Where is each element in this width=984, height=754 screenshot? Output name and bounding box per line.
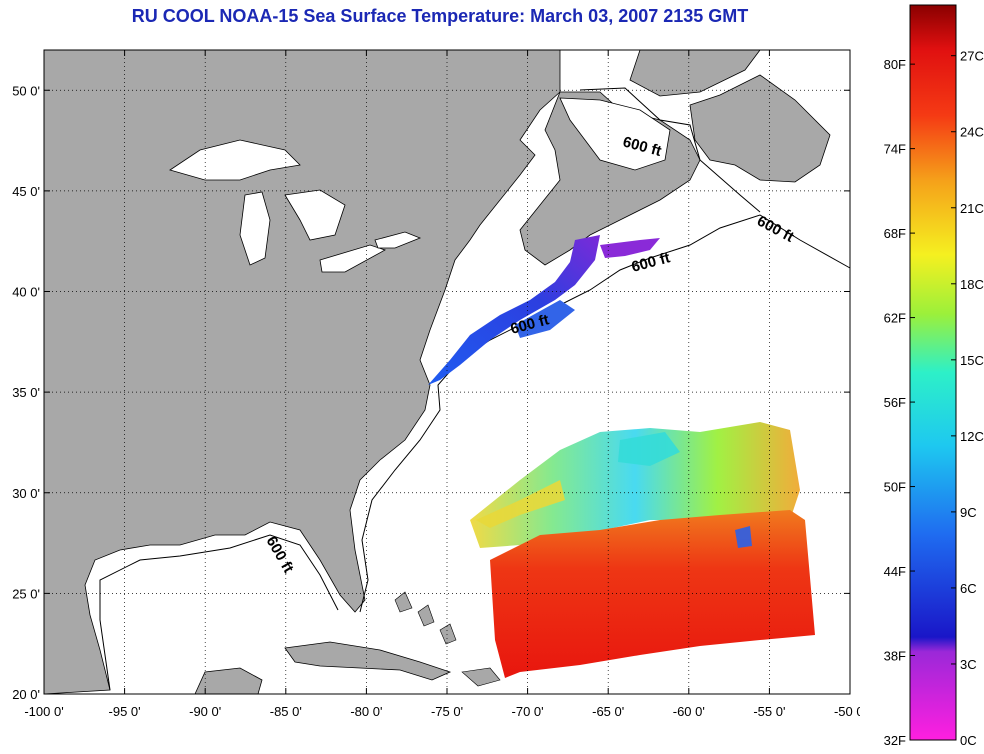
lon-tick-label: -50 0' bbox=[834, 704, 860, 719]
colorbar-c-label: 27C bbox=[960, 49, 984, 64]
sst-patch-yellow bbox=[476, 480, 565, 528]
contour-600ft-atlantic bbox=[359, 214, 851, 613]
colorbar-f-label: 62F bbox=[884, 311, 906, 326]
lat-tick-label: 45 0' bbox=[12, 184, 40, 199]
lon-tick-label: -90 0' bbox=[189, 704, 221, 719]
contour-600ft-north bbox=[579, 87, 761, 213]
colorbar-fahrenheit-labels: 80F 74F 68F 62F 56F 50F 44F 38F 32F bbox=[884, 57, 906, 748]
longitude-labels: -100 0' -95 0' -90 0' -85 0' -80 0' -75 0' -70… bbox=[24, 704, 860, 719]
tick-marks bbox=[43, 50, 851, 695]
lake-erie bbox=[319, 244, 386, 273]
colorbar-c-label: 12C bbox=[960, 429, 984, 444]
lat-tick-label: 25 0' bbox=[12, 586, 40, 601]
colorbar-f-label: 80F bbox=[884, 57, 906, 72]
lon-tick-label: -70 0' bbox=[512, 704, 544, 719]
lake-michigan bbox=[239, 191, 271, 266]
colorbar-c-label: 18C bbox=[960, 277, 984, 292]
lon-tick-label: -60 0' bbox=[673, 704, 705, 719]
sst-patch-cyan bbox=[618, 432, 680, 466]
lat-tick-label: 30 0' bbox=[12, 486, 40, 501]
grid-lines bbox=[44, 50, 850, 694]
lon-tick-label: -95 0' bbox=[109, 704, 141, 719]
land-newfoundland bbox=[689, 74, 831, 183]
colorbar: 80F 74F 68F 62F 56F 50F 44F 38F 32F 27C 24C 21C 18C… bbox=[884, 4, 984, 748]
lon-tick-label: -80 0' bbox=[350, 704, 382, 719]
lat-tick-label: 50 0' bbox=[12, 83, 40, 98]
colorbar-ticks bbox=[910, 55, 956, 741]
colorbar-c-label: 3C bbox=[960, 657, 977, 672]
colorbar-c-label: 15C bbox=[960, 353, 984, 368]
lat-tick-label: 40 0' bbox=[12, 285, 40, 300]
colorbar-celsius-labels: 27C 24C 21C 18C 15C 12C 9C 6C 3C 0C bbox=[960, 49, 984, 748]
sst-shelf-purple bbox=[600, 238, 660, 258]
colorbar-f-label: 50F bbox=[884, 480, 906, 495]
colorbar-f-label: 74F bbox=[884, 142, 906, 157]
lake-superior bbox=[169, 139, 301, 181]
colorbar-c-label: 24C bbox=[960, 125, 984, 140]
lat-tick-label: 20 0' bbox=[12, 687, 40, 702]
sst-shelf-blue2 bbox=[515, 300, 575, 338]
map-title: RU COOL NOAA-15 Sea Surface Temperature:… bbox=[131, 6, 749, 26]
contour-600ft-gulf bbox=[99, 534, 339, 691]
colorbar-f-label: 44F bbox=[884, 564, 906, 579]
colorbar-gradient bbox=[909, 4, 957, 741]
land-north-america bbox=[43, 49, 561, 695]
lon-tick-label: -85 0' bbox=[270, 704, 302, 719]
colorbar-f-label: 38F bbox=[884, 649, 906, 664]
colorbar-f-label: 56F bbox=[884, 395, 906, 410]
gulf-st-lawrence bbox=[559, 97, 671, 171]
colorbar-c-label: 21C bbox=[960, 201, 984, 216]
colorbar-f-label: 32F bbox=[884, 733, 906, 748]
land-cuba bbox=[284, 641, 452, 681]
sst-patch-blue bbox=[735, 526, 752, 548]
land-hispaniola bbox=[461, 667, 501, 687]
colorbar-f-label: 68F bbox=[884, 226, 906, 241]
lake-ontario bbox=[374, 231, 422, 249]
sst-swath-warm bbox=[490, 510, 815, 678]
colorbar-c-label: 6C bbox=[960, 581, 977, 596]
sst-shelf-cold bbox=[428, 235, 600, 385]
lon-tick-label: -75 0' bbox=[431, 704, 463, 719]
lat-tick-label: 35 0' bbox=[12, 385, 40, 400]
lon-tick-label: -55 0' bbox=[753, 704, 785, 719]
lon-tick-label: -65 0' bbox=[592, 704, 624, 719]
colorbar-c-label: 0C bbox=[960, 733, 977, 748]
lake-huron bbox=[284, 189, 346, 241]
lon-tick-label: -100 0' bbox=[24, 704, 63, 719]
sst-map: 600 ft 600 ft 600 ft 600 ft 600 ft -100 … bbox=[12, 49, 860, 719]
latitude-labels: 50 0' 45 0' 40 0' 35 0' 30 0' 25 0' 20 0' bbox=[12, 83, 40, 702]
colorbar-c-label: 9C bbox=[960, 505, 977, 520]
